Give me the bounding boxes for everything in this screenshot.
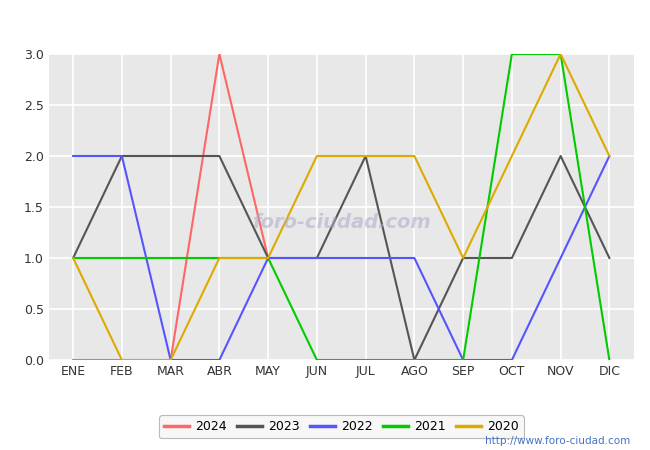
Text: Matriculaciones de Vehiculos en Vespella de Gaià: Matriculaciones de Vehiculos en Vespella…	[120, 11, 530, 30]
Legend: 2024, 2023, 2022, 2021, 2020: 2024, 2023, 2022, 2021, 2020	[159, 415, 523, 438]
Text: foro-ciudad.com: foro-ciudad.com	[252, 213, 430, 232]
Text: http://www.foro-ciudad.com: http://www.foro-ciudad.com	[486, 436, 630, 446]
